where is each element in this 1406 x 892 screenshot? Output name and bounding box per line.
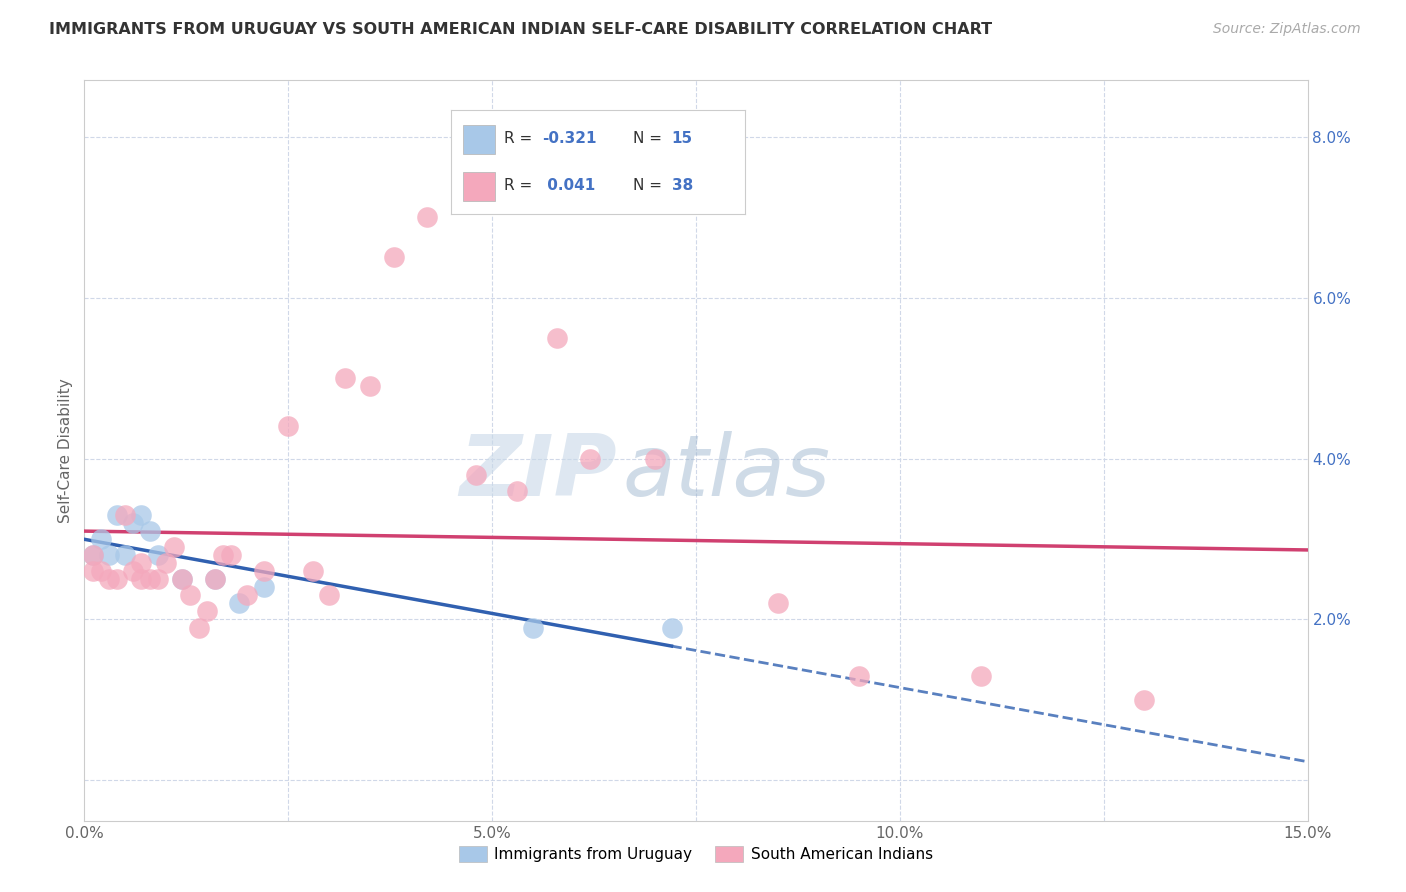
Point — [204, 572, 226, 586]
Text: IMMIGRANTS FROM URUGUAY VS SOUTH AMERICAN INDIAN SELF-CARE DISABILITY CORRELATIO: IMMIGRANTS FROM URUGUAY VS SOUTH AMERICA… — [49, 22, 993, 37]
Point — [122, 516, 145, 530]
Legend: Immigrants from Uruguay, South American Indians: Immigrants from Uruguay, South American … — [453, 840, 939, 869]
Point — [848, 669, 870, 683]
Point — [114, 548, 136, 562]
Point — [301, 564, 323, 578]
Point — [179, 588, 201, 602]
Point — [253, 564, 276, 578]
Point — [228, 596, 250, 610]
Point — [359, 379, 381, 393]
Point — [105, 572, 128, 586]
Text: ZIP: ZIP — [458, 431, 616, 514]
Point — [464, 467, 486, 482]
Point — [131, 508, 153, 522]
Point — [146, 548, 169, 562]
Point — [970, 669, 993, 683]
Point — [82, 548, 104, 562]
Point — [253, 580, 276, 594]
Point — [82, 548, 104, 562]
Point — [131, 556, 153, 570]
Text: Source: ZipAtlas.com: Source: ZipAtlas.com — [1213, 22, 1361, 37]
Point — [114, 508, 136, 522]
Y-axis label: Self-Care Disability: Self-Care Disability — [58, 378, 73, 523]
Point — [522, 620, 544, 634]
Point — [212, 548, 235, 562]
Point — [644, 451, 666, 466]
Point — [138, 524, 160, 538]
Point — [219, 548, 242, 562]
Point — [661, 620, 683, 634]
Point — [90, 532, 112, 546]
Point — [1133, 693, 1156, 707]
Point — [546, 331, 568, 345]
Point — [146, 572, 169, 586]
Point — [131, 572, 153, 586]
Point — [163, 540, 186, 554]
Point — [335, 371, 357, 385]
Point — [195, 604, 218, 618]
Point — [82, 564, 104, 578]
Point — [97, 572, 120, 586]
Point — [579, 451, 602, 466]
Point — [172, 572, 194, 586]
Point — [122, 564, 145, 578]
Point — [505, 483, 527, 498]
Point — [236, 588, 259, 602]
Point — [97, 548, 120, 562]
Point — [766, 596, 789, 610]
Point — [277, 419, 299, 434]
Point — [138, 572, 160, 586]
Point — [187, 620, 209, 634]
Point — [204, 572, 226, 586]
Point — [155, 556, 177, 570]
Point — [382, 250, 405, 264]
Point — [90, 564, 112, 578]
Point — [105, 508, 128, 522]
Point — [416, 210, 439, 224]
Point — [318, 588, 340, 602]
Point — [172, 572, 194, 586]
Text: atlas: atlas — [623, 431, 831, 514]
